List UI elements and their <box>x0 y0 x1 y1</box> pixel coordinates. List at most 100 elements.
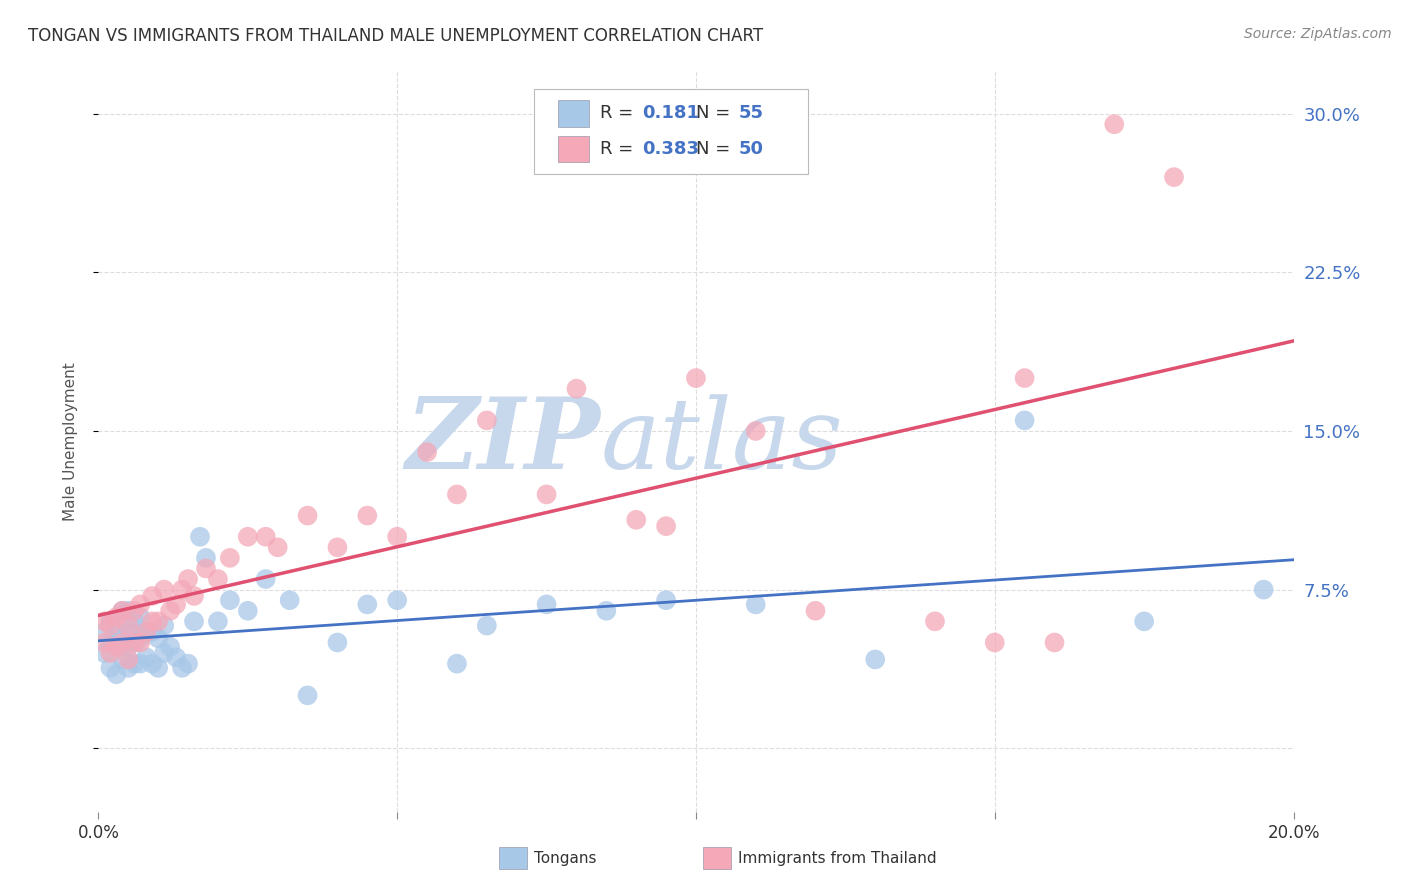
Point <box>804 604 827 618</box>
Point <box>356 598 378 612</box>
Point <box>105 610 128 624</box>
Point <box>236 530 259 544</box>
Point <box>745 598 768 612</box>
Point <box>117 652 139 666</box>
Point <box>177 572 200 586</box>
Point <box>326 541 349 555</box>
Point <box>475 618 498 632</box>
Point <box>141 657 163 671</box>
Point <box>141 615 163 629</box>
Point <box>1104 117 1126 131</box>
Point <box>135 624 157 639</box>
Y-axis label: Male Unemployment: Male Unemployment <box>63 362 77 521</box>
Text: N =: N = <box>696 140 735 158</box>
Point <box>536 487 558 501</box>
Point <box>924 615 946 629</box>
Point <box>297 508 319 523</box>
Point <box>595 604 617 618</box>
Point <box>188 530 211 544</box>
Point <box>129 632 152 646</box>
Point <box>865 652 887 666</box>
Point <box>117 661 139 675</box>
Point <box>153 646 176 660</box>
Text: TONGAN VS IMMIGRANTS FROM THAILAND MALE UNEMPLOYMENT CORRELATION CHART: TONGAN VS IMMIGRANTS FROM THAILAND MALE … <box>28 27 763 45</box>
Point <box>117 624 139 639</box>
Point <box>117 640 139 654</box>
Point <box>385 530 409 544</box>
Point <box>254 530 277 544</box>
Point <box>172 582 194 597</box>
Point <box>1043 635 1066 649</box>
Point <box>236 604 259 618</box>
Point <box>685 371 707 385</box>
Point <box>93 624 115 639</box>
Text: Immigrants from Thailand: Immigrants from Thailand <box>738 851 936 865</box>
Point <box>446 657 468 671</box>
Point <box>148 615 170 629</box>
Point <box>93 635 115 649</box>
Point <box>98 635 122 649</box>
Point <box>148 661 170 675</box>
Point <box>105 640 128 654</box>
Point <box>111 604 134 618</box>
Point <box>135 624 157 639</box>
Point <box>626 513 648 527</box>
Point <box>124 635 146 649</box>
Point <box>153 582 176 597</box>
Point <box>446 487 468 501</box>
Text: R =: R = <box>600 104 640 122</box>
Point <box>254 572 277 586</box>
Point <box>655 593 678 607</box>
Point <box>129 598 152 612</box>
Point <box>129 635 152 649</box>
Point <box>207 615 229 629</box>
Point <box>111 635 134 649</box>
Point <box>93 615 115 629</box>
Point <box>1014 413 1036 427</box>
Text: Source: ZipAtlas.com: Source: ZipAtlas.com <box>1244 27 1392 41</box>
Point <box>1163 170 1185 185</box>
Point <box>159 604 181 618</box>
Point <box>135 650 157 665</box>
Point <box>111 652 134 666</box>
Point <box>536 598 558 612</box>
Point <box>207 572 229 586</box>
Point <box>98 615 122 629</box>
Point <box>141 589 163 603</box>
Point <box>219 593 242 607</box>
Point <box>129 610 152 624</box>
Point <box>1014 371 1036 385</box>
Text: ZIP: ZIP <box>405 393 600 490</box>
Text: atlas: atlas <box>600 394 844 489</box>
Text: Tongans: Tongans <box>534 851 596 865</box>
Point <box>1133 615 1156 629</box>
Point <box>177 657 200 671</box>
Point <box>105 618 128 632</box>
Point <box>195 561 218 575</box>
Point <box>297 689 319 703</box>
Point <box>475 413 498 427</box>
Text: 50: 50 <box>738 140 763 158</box>
Text: 55: 55 <box>738 104 763 122</box>
Text: N =: N = <box>696 104 735 122</box>
Point <box>98 646 122 660</box>
Point <box>195 550 218 565</box>
Point <box>141 624 163 639</box>
Point <box>124 604 146 618</box>
Text: R =: R = <box>600 140 640 158</box>
Point <box>565 382 588 396</box>
Point <box>183 589 205 603</box>
Point <box>124 635 146 649</box>
Text: 0.181: 0.181 <box>643 104 700 122</box>
Point <box>129 657 152 671</box>
Point <box>745 424 768 438</box>
Point <box>165 598 187 612</box>
Point <box>385 593 409 607</box>
Point <box>105 640 128 654</box>
Point <box>93 646 115 660</box>
Point <box>356 508 378 523</box>
Point <box>117 618 139 632</box>
Point <box>153 618 176 632</box>
Point <box>124 615 146 629</box>
Point <box>124 657 146 671</box>
